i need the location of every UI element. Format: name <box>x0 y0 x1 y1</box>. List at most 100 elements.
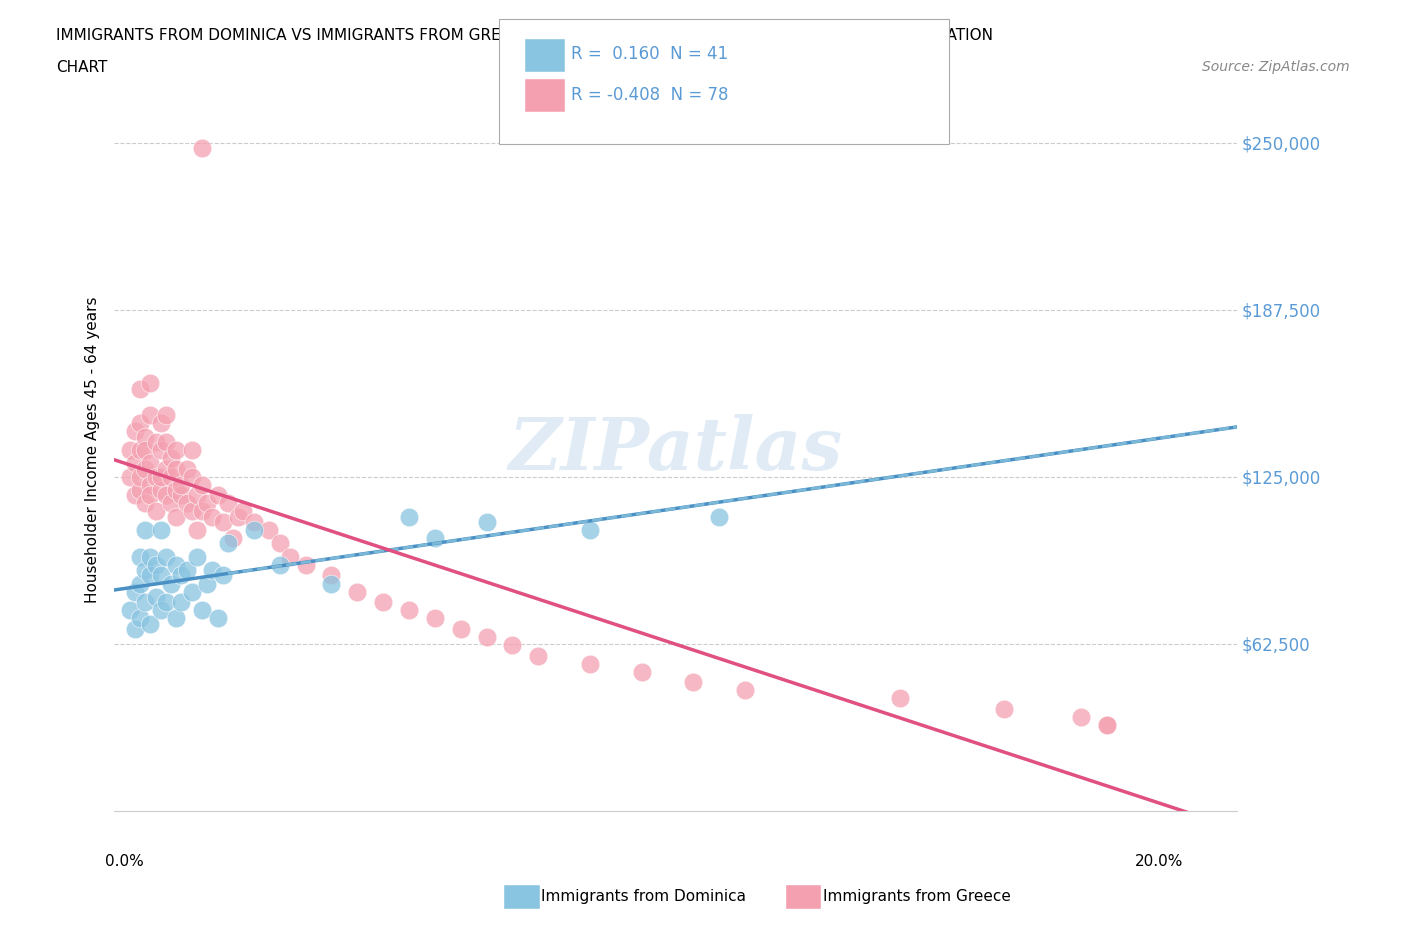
Point <box>129 416 152 431</box>
Point <box>176 496 198 511</box>
Point <box>165 443 187 458</box>
Point <box>139 568 162 583</box>
Point <box>155 550 177 565</box>
Point <box>145 434 167 449</box>
Point <box>139 477 162 492</box>
Point <box>129 611 152 626</box>
Point <box>118 443 141 458</box>
Point <box>211 568 233 583</box>
Point <box>124 584 146 599</box>
Point <box>155 488 177 503</box>
Point <box>321 576 343 591</box>
Point <box>176 563 198 578</box>
Point <box>170 488 193 503</box>
Point <box>211 514 233 529</box>
Point <box>180 584 202 599</box>
Point <box>889 691 911 706</box>
Point <box>222 531 245 546</box>
Point <box>134 563 156 578</box>
Point <box>129 381 152 396</box>
Point <box>450 621 472 636</box>
Point <box>149 443 172 458</box>
Point <box>149 523 172 538</box>
Text: Immigrants from Dominica: Immigrants from Dominica <box>541 889 747 904</box>
Text: 0.0%: 0.0% <box>105 854 143 869</box>
Point <box>139 456 162 471</box>
Point <box>993 701 1015 716</box>
Point <box>475 514 498 529</box>
Point <box>176 461 198 476</box>
Point <box>346 584 368 599</box>
Point <box>134 523 156 538</box>
Point <box>139 617 162 631</box>
Point <box>191 504 214 519</box>
Point <box>165 611 187 626</box>
Point <box>195 496 218 511</box>
Point <box>118 603 141 618</box>
Point <box>139 550 162 565</box>
Point <box>170 568 193 583</box>
Point <box>278 550 301 565</box>
Point <box>139 408 162 423</box>
Point <box>180 504 202 519</box>
Point <box>129 443 152 458</box>
Point <box>201 510 224 525</box>
Point <box>149 470 172 485</box>
Text: Source: ZipAtlas.com: Source: ZipAtlas.com <box>1202 60 1350 74</box>
Point <box>682 675 704 690</box>
Point <box>630 664 652 679</box>
Point <box>134 595 156 610</box>
Point <box>165 483 187 498</box>
Point <box>527 648 550 663</box>
Point <box>191 603 214 618</box>
Point <box>191 477 214 492</box>
Point <box>165 461 187 476</box>
Point <box>259 523 281 538</box>
Point <box>423 531 446 546</box>
Point <box>180 443 202 458</box>
Text: R = -0.408  N = 78: R = -0.408 N = 78 <box>571 86 728 104</box>
Point <box>129 550 152 565</box>
Point <box>269 536 291 551</box>
Point <box>155 461 177 476</box>
Text: IMMIGRANTS FROM DOMINICA VS IMMIGRANTS FROM GREECE HOUSEHOLDER INCOME AGES 45 - : IMMIGRANTS FROM DOMINICA VS IMMIGRANTS F… <box>56 28 993 43</box>
Point <box>269 557 291 572</box>
Point <box>149 483 172 498</box>
Point <box>195 576 218 591</box>
Text: CHART: CHART <box>56 60 108 75</box>
Point <box>180 470 202 485</box>
Point <box>228 510 250 525</box>
Point <box>398 510 420 525</box>
Point <box>423 611 446 626</box>
Point <box>160 470 183 485</box>
Point <box>155 595 177 610</box>
Point <box>149 568 172 583</box>
Point <box>134 496 156 511</box>
Point <box>1070 710 1092 724</box>
Point <box>243 523 266 538</box>
Point <box>145 557 167 572</box>
Point <box>579 523 602 538</box>
Point <box>373 595 395 610</box>
Point <box>170 477 193 492</box>
Point <box>124 488 146 503</box>
Point <box>145 590 167 604</box>
Point <box>139 376 162 391</box>
Point <box>398 603 420 618</box>
Point <box>134 429 156 444</box>
Point <box>129 470 152 485</box>
Point <box>118 470 141 485</box>
Point <box>501 637 523 652</box>
Point <box>124 621 146 636</box>
Point <box>160 576 183 591</box>
Text: Immigrants from Greece: Immigrants from Greece <box>823 889 1011 904</box>
Point <box>217 536 239 551</box>
Point <box>134 443 156 458</box>
Point <box>160 496 183 511</box>
Point <box>186 488 208 503</box>
Text: R =  0.160  N = 41: R = 0.160 N = 41 <box>571 45 728 63</box>
Text: ZIPatlas: ZIPatlas <box>509 415 842 485</box>
Point <box>165 510 187 525</box>
Point <box>160 450 183 465</box>
Point <box>149 603 172 618</box>
